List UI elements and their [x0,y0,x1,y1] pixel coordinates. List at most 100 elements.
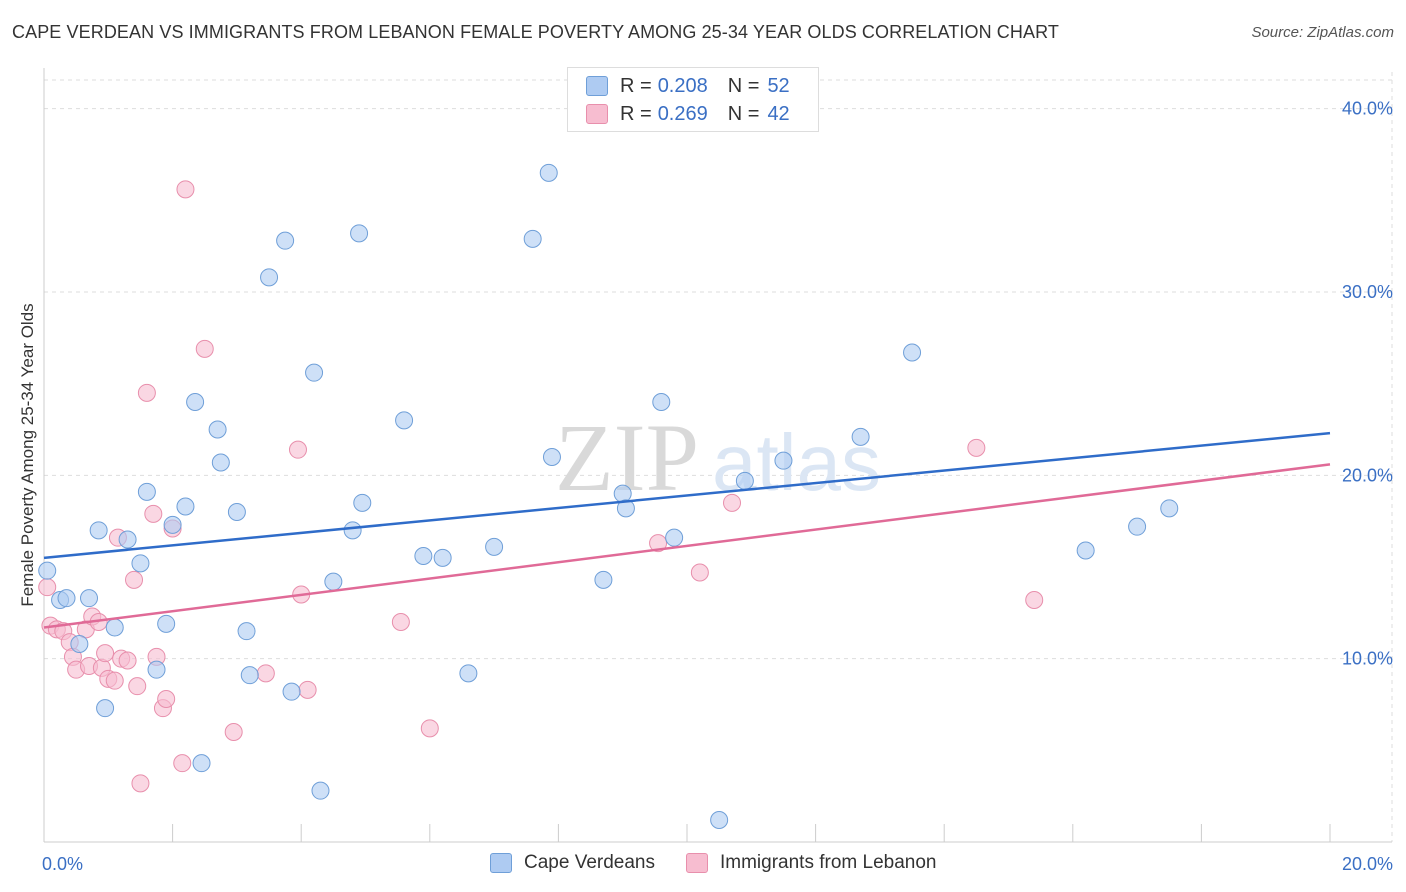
point-cape-verdean [433,548,452,567]
chart-source: Source: ZipAtlas.com [1251,24,1394,41]
legend-swatch-blue [586,76,608,96]
legend-swatch-blue [490,853,512,873]
y-tick-label: 40.0% [1342,99,1393,119]
legend-n-label: N = [727,102,760,125]
point-cape-verdean [903,343,922,362]
point-cape-verdean [105,618,124,637]
y-tick-label: 20.0% [1342,465,1393,485]
point-lebanon [173,754,192,773]
point-cape-verdean [70,635,89,653]
trend-line-lebanon [43,463,1331,629]
point-cape-verdean [186,393,205,411]
point-cape-verdean [459,664,478,683]
legend-r-value: 0.269 [657,102,708,125]
legend-series: Cape Verdeans Immigrants from Lebanon [0,852,1406,878]
legend-n-value: 42 [767,102,790,125]
point-cape-verdean [305,363,324,382]
point-lebanon [195,339,214,358]
point-cape-verdean [176,497,195,516]
point-cape-verdean [353,493,372,512]
point-cape-verdean [616,499,635,518]
point-lebanon [298,680,317,699]
point-cape-verdean [89,521,108,540]
point-lebanon [967,438,986,457]
point-cape-verdean [157,614,176,633]
point-lebanon [128,677,147,696]
point-cape-verdean [227,503,246,521]
legend-r-label: R = [620,102,652,125]
legend-row-cape-verdeans: R = 0.208 N = 52 [586,73,790,99]
point-cape-verdean [395,411,414,430]
point-cape-verdean [118,530,137,549]
legend-swatch-pink [686,853,708,873]
point-cape-verdean [539,163,558,182]
point-lebanon [125,570,144,589]
point-lebanon [137,383,156,402]
point-cape-verdean [594,570,613,589]
point-lebanon [144,504,163,523]
point-cape-verdean [311,781,330,800]
trend-line-cape-verdeans [43,431,1331,560]
y-tick-label: 30.0% [1342,282,1393,302]
point-lebanon [96,644,115,663]
point-cape-verdean [350,224,369,243]
point-cape-verdean [137,482,156,501]
point-cape-verdean [192,754,211,773]
x-tick-label: 0.0% [42,854,83,874]
point-cape-verdean [276,231,295,250]
legend-label-lebanon: Immigrants from Lebanon [720,852,937,873]
series-lebanon-points [38,180,1044,793]
series-cape-verdean-points [38,163,1179,829]
point-cape-verdean [523,229,542,248]
point-lebanon [288,440,307,459]
point-lebanon [723,493,742,512]
point-cape-verdean [343,521,362,540]
point-cape-verdean [1128,517,1147,536]
legend-r-value: 0.208 [657,74,708,97]
point-cape-verdean [613,484,632,503]
point-lebanon [224,723,243,741]
axes [43,68,1392,843]
point-lebanon [105,671,124,690]
chart-title: CAPE VERDEAN VS IMMIGRANTS FROM LEBANON … [12,22,1059,42]
point-cape-verdean [237,622,256,641]
point-cape-verdean [131,554,150,573]
grid-lines [44,72,1393,842]
legend-stats: R = 0.208 N = 52 R = 0.269 N = 42 [567,67,819,132]
point-lebanon [690,563,709,582]
point-cape-verdean [57,589,76,608]
y-tick-label: 10.0% [1342,649,1393,669]
point-cape-verdean [851,427,870,446]
point-cape-verdean [652,393,671,411]
legend-n-label: N = [727,74,760,97]
point-lebanon [131,774,150,793]
point-cape-verdean [542,448,561,466]
point-cape-verdean [208,420,227,439]
point-lebanon [391,613,410,631]
legend-item-lebanon: Immigrants from Lebanon [686,852,937,874]
point-cape-verdean [414,547,433,565]
point-cape-verdean [240,666,259,685]
point-lebanon [176,180,195,199]
point-cape-verdean [324,572,343,591]
point-lebanon [420,719,439,738]
legend-label-cape-verdeans: Cape Verdeans [524,852,655,873]
point-lebanon [118,651,137,670]
trend-lines [43,431,1331,629]
watermark: ZIP atlas [555,404,881,511]
point-cape-verdean [282,682,301,701]
point-cape-verdean [774,451,793,470]
tick-labels: 10.0% 20.0% 30.0% 40.0% 0.0% 20.0% [42,99,1393,874]
legend-swatch-pink [586,104,608,124]
point-cape-verdean [485,537,504,556]
point-cape-verdean [147,660,166,679]
point-cape-verdean [665,528,684,547]
legend-row-lebanon: R = 0.269 N = 42 [586,101,790,127]
point-cape-verdean [735,471,754,490]
point-cape-verdean [1160,499,1179,518]
point-cape-verdean [96,699,115,718]
point-cape-verdean [80,589,99,608]
point-lebanon [157,690,176,708]
legend-n-value: 52 [767,74,790,97]
